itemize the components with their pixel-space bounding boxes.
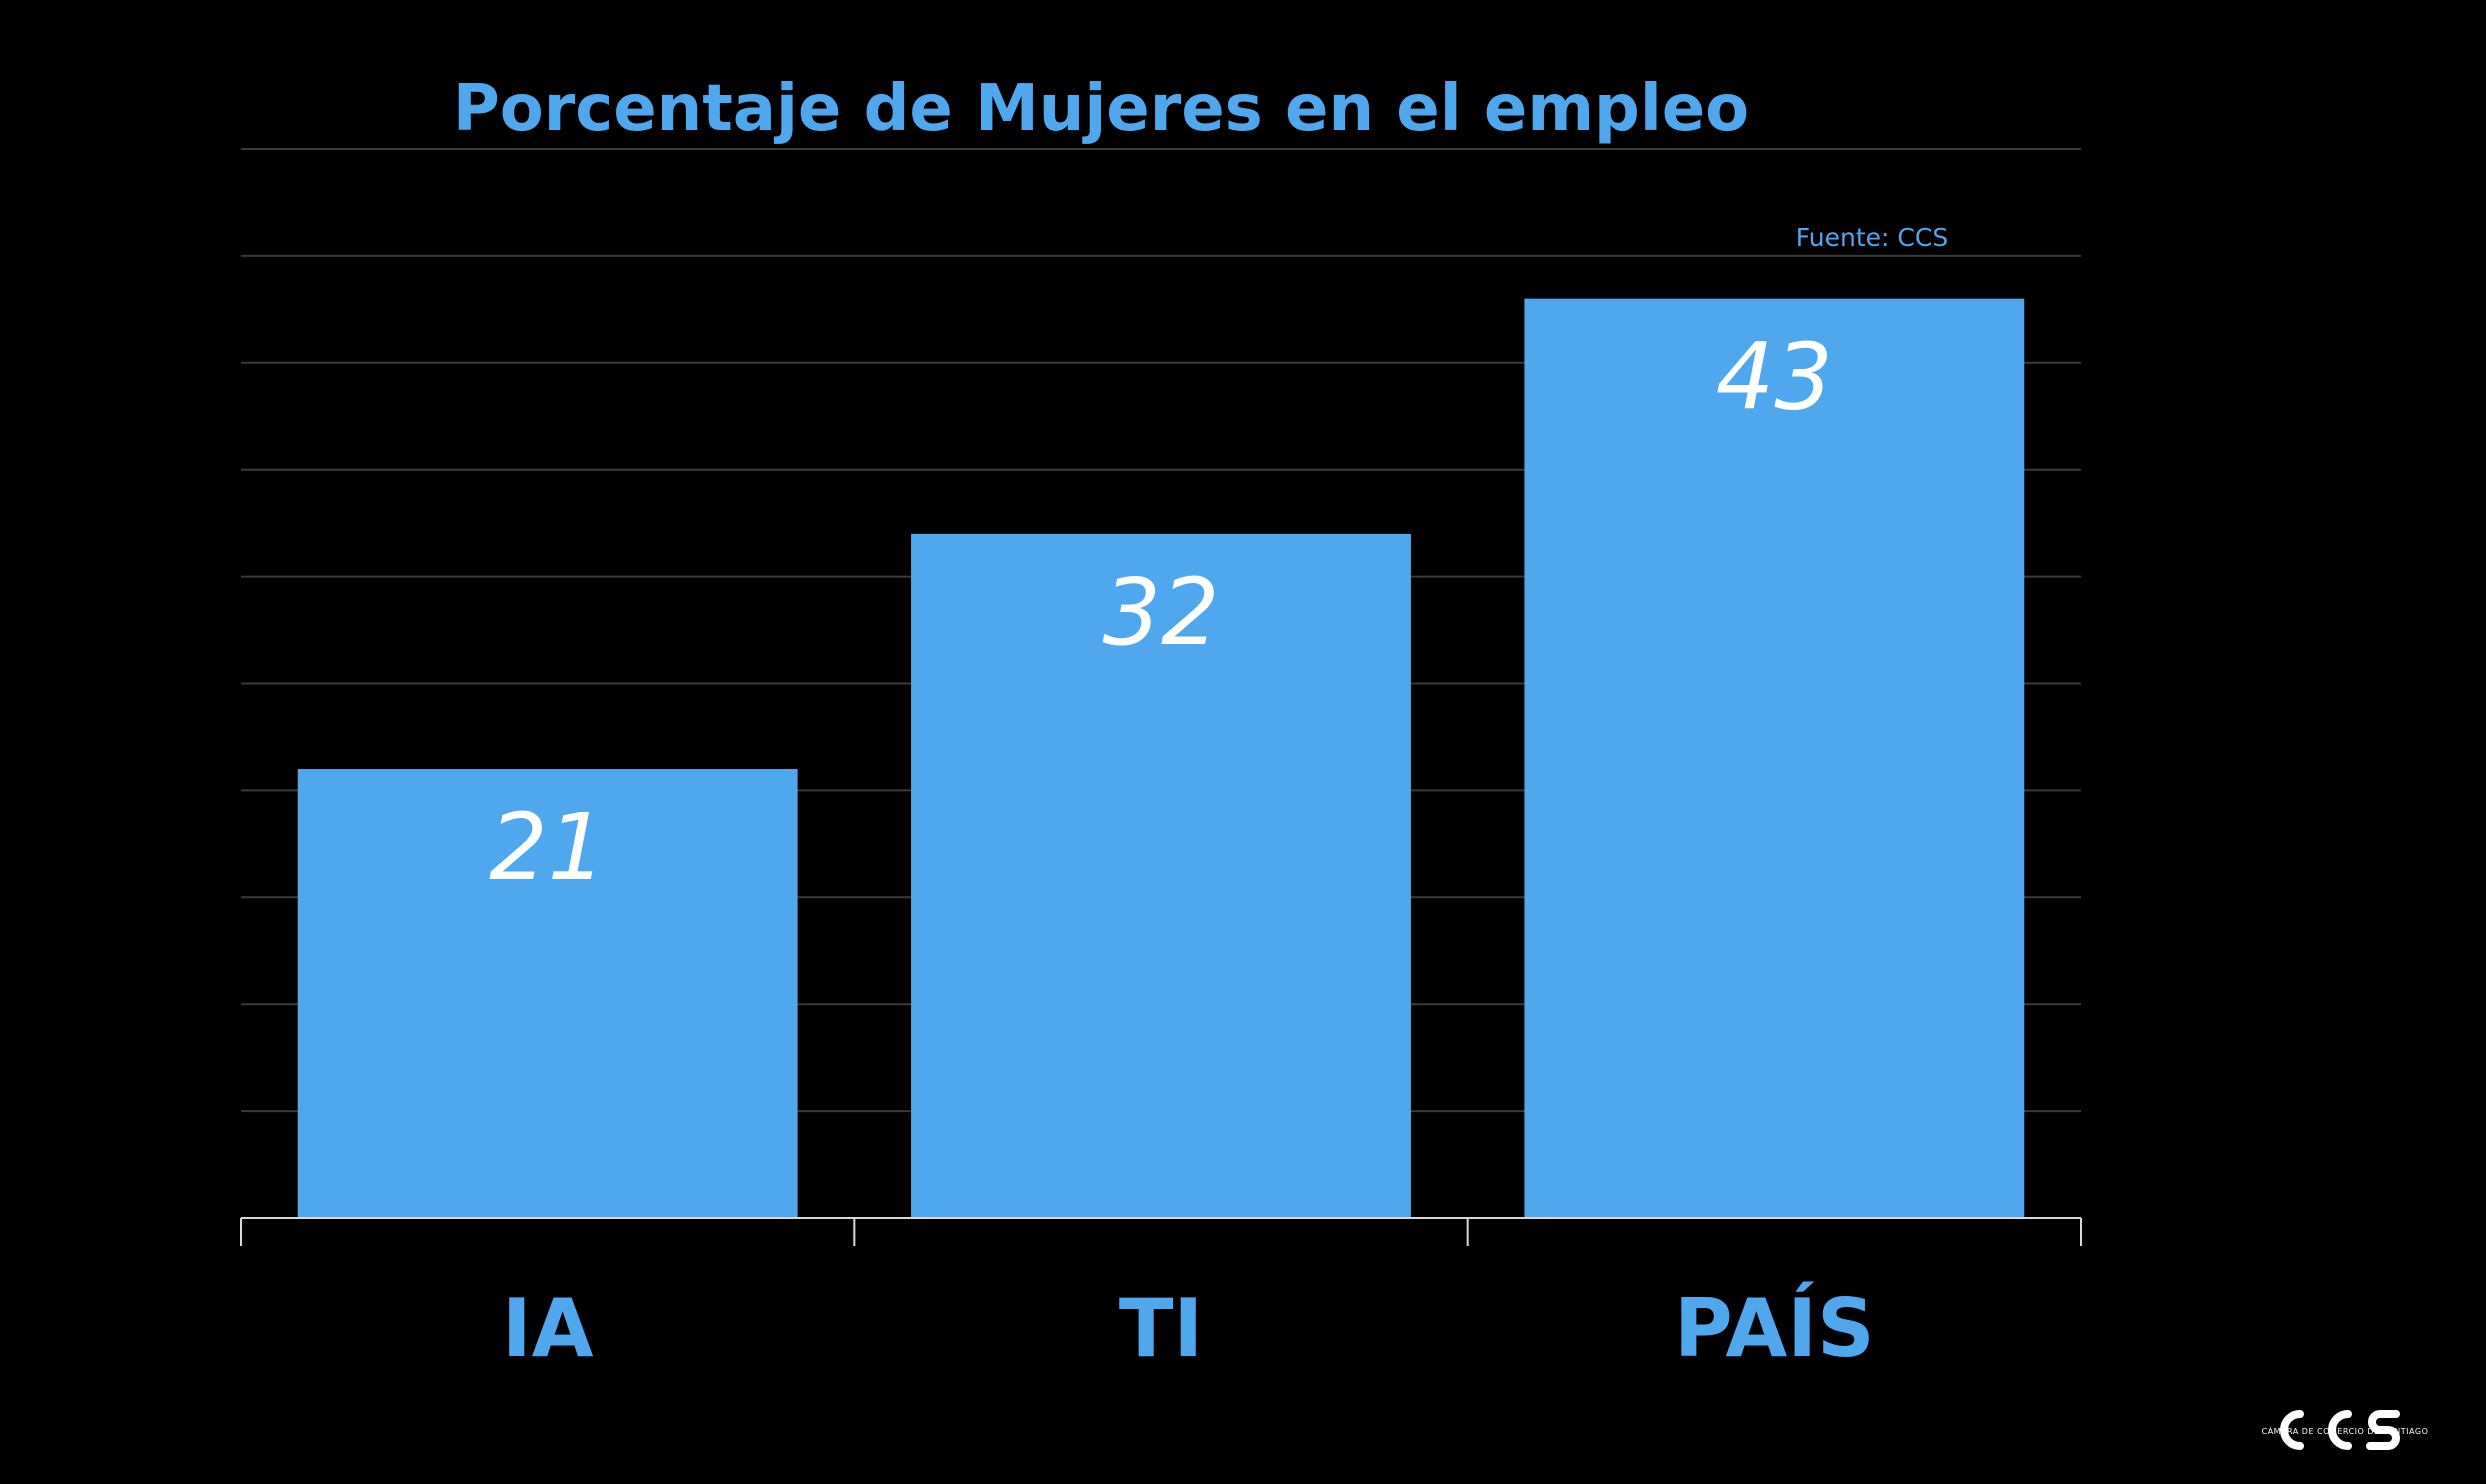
logo-tagline: CÁMARA DE COMERCIO DE SANTIAGO	[2262, 1425, 2429, 1436]
ccs-logo-icon: CÁMARA DE COMERCIO DE SANTIAGO	[2262, 1410, 2429, 1450]
chart-source: Fuente: CCS	[1796, 223, 1948, 252]
labels: 21 IA 32 TI 43 PAÍS	[489, 324, 1875, 1375]
chart-title: Porcentaje de Mujeres en el empleo	[453, 72, 1749, 146]
data-label: 43	[1716, 324, 1833, 431]
bar-ti	[911, 533, 1411, 1218]
category-label: PAÍS	[1674, 1281, 1875, 1375]
data-label: 21	[489, 794, 606, 901]
data-label: 32	[1102, 559, 1219, 666]
bars	[297, 298, 2025, 1218]
category-label: TI	[1119, 1282, 1203, 1375]
x-axis	[240, 1217, 2082, 1246]
category-label: IA	[502, 1282, 594, 1375]
bar-país	[1524, 298, 2025, 1218]
bar-ia	[297, 769, 798, 1218]
